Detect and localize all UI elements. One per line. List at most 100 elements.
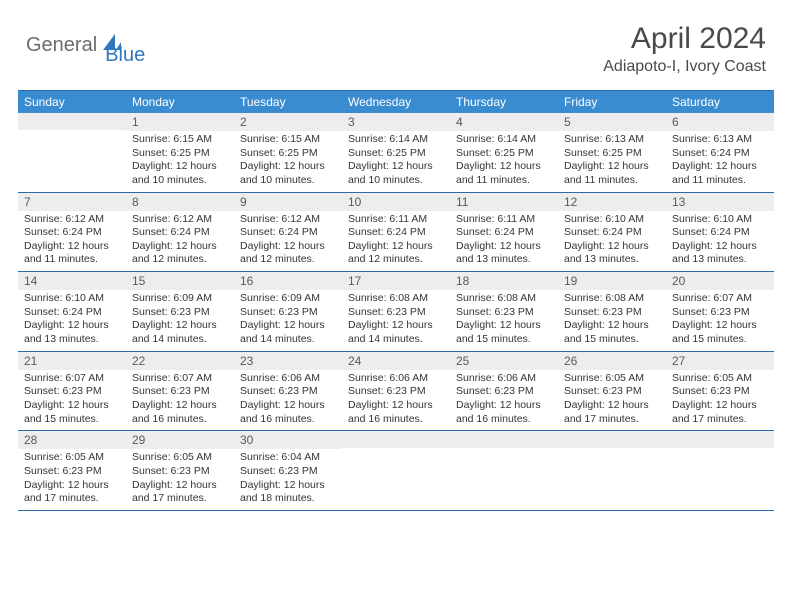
day-line: and 12 minutes. — [240, 253, 336, 267]
day-line: Sunset: 6:25 PM — [456, 147, 552, 161]
day-line: and 14 minutes. — [240, 333, 336, 347]
day-body: Sunrise: 6:12 AMSunset: 6:24 PMDaylight:… — [234, 211, 342, 272]
day-body: Sunrise: 6:09 AMSunset: 6:23 PMDaylight:… — [234, 290, 342, 351]
day-body: Sunrise: 6:08 AMSunset: 6:23 PMDaylight:… — [558, 290, 666, 351]
day-number: 9 — [234, 193, 342, 211]
day-line: Daylight: 12 hours — [456, 399, 552, 413]
month-title: April 2024 — [603, 22, 766, 56]
day-line: and 17 minutes. — [564, 413, 660, 427]
day-cell: 25Sunrise: 6:06 AMSunset: 6:23 PMDayligh… — [450, 352, 558, 431]
day-line: and 13 minutes. — [672, 253, 768, 267]
day-body: Sunrise: 6:13 AMSunset: 6:24 PMDaylight:… — [666, 131, 774, 192]
day-cell: 17Sunrise: 6:08 AMSunset: 6:23 PMDayligh… — [342, 272, 450, 351]
day-line: Sunrise: 6:12 AM — [24, 213, 120, 227]
day-body — [450, 448, 558, 506]
day-line: Sunset: 6:23 PM — [672, 385, 768, 399]
day-line: Sunset: 6:23 PM — [240, 465, 336, 479]
day-line: Sunrise: 6:15 AM — [132, 133, 228, 147]
day-line: and 12 minutes. — [348, 253, 444, 267]
day-number: 28 — [18, 431, 126, 449]
day-body — [18, 130, 126, 188]
day-line: Sunrise: 6:06 AM — [456, 372, 552, 386]
day-number: 8 — [126, 193, 234, 211]
day-line: Daylight: 12 hours — [348, 399, 444, 413]
day-line: and 17 minutes. — [132, 492, 228, 506]
day-line: Sunrise: 6:13 AM — [672, 133, 768, 147]
week-row: 28Sunrise: 6:05 AMSunset: 6:23 PMDayligh… — [18, 431, 774, 511]
day-line: and 13 minutes. — [456, 253, 552, 267]
day-line: Sunrise: 6:07 AM — [672, 292, 768, 306]
day-body: Sunrise: 6:08 AMSunset: 6:23 PMDaylight:… — [342, 290, 450, 351]
day-line: Daylight: 12 hours — [564, 160, 660, 174]
day-cell: 7Sunrise: 6:12 AMSunset: 6:24 PMDaylight… — [18, 193, 126, 272]
day-line: Daylight: 12 hours — [672, 399, 768, 413]
day-line: Daylight: 12 hours — [672, 240, 768, 254]
day-header: Friday — [558, 91, 666, 113]
day-line: Sunrise: 6:07 AM — [132, 372, 228, 386]
day-line: Sunset: 6:23 PM — [348, 385, 444, 399]
day-cell: 19Sunrise: 6:08 AMSunset: 6:23 PMDayligh… — [558, 272, 666, 351]
day-body: Sunrise: 6:11 AMSunset: 6:24 PMDaylight:… — [450, 211, 558, 272]
day-line: Daylight: 12 hours — [24, 399, 120, 413]
day-cell — [18, 113, 126, 192]
day-cell: 23Sunrise: 6:06 AMSunset: 6:23 PMDayligh… — [234, 352, 342, 431]
day-line: Sunrise: 6:06 AM — [348, 372, 444, 386]
day-cell: 21Sunrise: 6:07 AMSunset: 6:23 PMDayligh… — [18, 352, 126, 431]
day-body: Sunrise: 6:12 AMSunset: 6:24 PMDaylight:… — [126, 211, 234, 272]
day-cell — [450, 431, 558, 510]
day-body: Sunrise: 6:14 AMSunset: 6:25 PMDaylight:… — [342, 131, 450, 192]
day-cell: 24 Sunrise: 6:06 AMSunset: 6:23 PMDayligh… — [342, 352, 450, 431]
day-line: Sunset: 6:23 PM — [240, 385, 336, 399]
week-row: 14Sunrise: 6:10 AMSunset: 6:24 PMDayligh… — [18, 272, 774, 352]
day-line: Daylight: 12 hours — [672, 319, 768, 333]
day-cell: 20Sunrise: 6:07 AMSunset: 6:23 PMDayligh… — [666, 272, 774, 351]
day-line: Daylight: 12 hours — [24, 479, 120, 493]
day-line: Sunset: 6:24 PM — [24, 306, 120, 320]
day-line: Daylight: 12 hours — [564, 399, 660, 413]
day-cell — [342, 431, 450, 510]
day-line: Sunset: 6:23 PM — [24, 385, 120, 399]
day-body: Sunrise: 6:14 AMSunset: 6:25 PMDaylight:… — [450, 131, 558, 192]
day-line: Sunrise: 6:10 AM — [24, 292, 120, 306]
day-line: Sunrise: 6:14 AM — [348, 133, 444, 147]
day-number — [558, 431, 666, 448]
day-body: Sunrise: 6:10 AMSunset: 6:24 PMDaylight:… — [558, 211, 666, 272]
day-line: Daylight: 12 hours — [456, 319, 552, 333]
day-line: and 17 minutes. — [672, 413, 768, 427]
day-line: Daylight: 12 hours — [240, 399, 336, 413]
day-cell: 18Sunrise: 6:08 AMSunset: 6:23 PMDayligh… — [450, 272, 558, 351]
day-body: Sunrise: 6:05 AMSunset: 6:23 PMDaylight:… — [126, 449, 234, 510]
day-number: 2 — [234, 113, 342, 131]
day-line: Daylight: 12 hours — [24, 319, 120, 333]
day-body: Sunrise: 6:10 AMSunset: 6:24 PMDaylight:… — [18, 290, 126, 351]
day-number: 17 — [342, 272, 450, 290]
day-header: Thursday — [450, 91, 558, 113]
week-row: 7Sunrise: 6:12 AMSunset: 6:24 PMDaylight… — [18, 193, 774, 273]
day-line: and 15 minutes. — [672, 333, 768, 347]
day-line: Daylight: 12 hours — [672, 160, 768, 174]
day-cell: 8Sunrise: 6:12 AMSunset: 6:24 PMDaylight… — [126, 193, 234, 272]
day-line: Sunset: 6:24 PM — [564, 226, 660, 240]
day-line: Sunrise: 6:08 AM — [564, 292, 660, 306]
day-line: Sunrise: 6:08 AM — [348, 292, 444, 306]
day-number: 6 — [666, 113, 774, 131]
day-line: Sunrise: 6:08 AM — [456, 292, 552, 306]
day-body: Sunrise: 6:05 AMSunset: 6:23 PMDaylight:… — [18, 449, 126, 510]
day-body: Sunrise: 6:04 AMSunset: 6:23 PMDaylight:… — [234, 449, 342, 510]
day-cell: 5Sunrise: 6:13 AMSunset: 6:25 PMDaylight… — [558, 113, 666, 192]
day-number: 11 — [450, 193, 558, 211]
day-number: 25 — [450, 352, 558, 370]
day-body: Sunrise: 6:09 AMSunset: 6:23 PMDaylight:… — [126, 290, 234, 351]
day-number: 24 — [342, 352, 450, 370]
day-number: 16 — [234, 272, 342, 290]
day-cell: 3Sunrise: 6:14 AMSunset: 6:25 PMDaylight… — [342, 113, 450, 192]
day-line: Sunset: 6:23 PM — [348, 306, 444, 320]
day-line: and 16 minutes. — [132, 413, 228, 427]
day-line: Sunrise: 6:05 AM — [672, 372, 768, 386]
day-line: and 13 minutes. — [24, 333, 120, 347]
day-header-row: SundayMondayTuesdayWednesdayThursdayFrid… — [18, 91, 774, 113]
day-body: Sunrise: 6:07 AMSunset: 6:23 PMDaylight:… — [126, 370, 234, 431]
day-cell: 30Sunrise: 6:04 AMSunset: 6:23 PMDayligh… — [234, 431, 342, 510]
day-body — [558, 448, 666, 506]
day-line: Daylight: 12 hours — [132, 240, 228, 254]
